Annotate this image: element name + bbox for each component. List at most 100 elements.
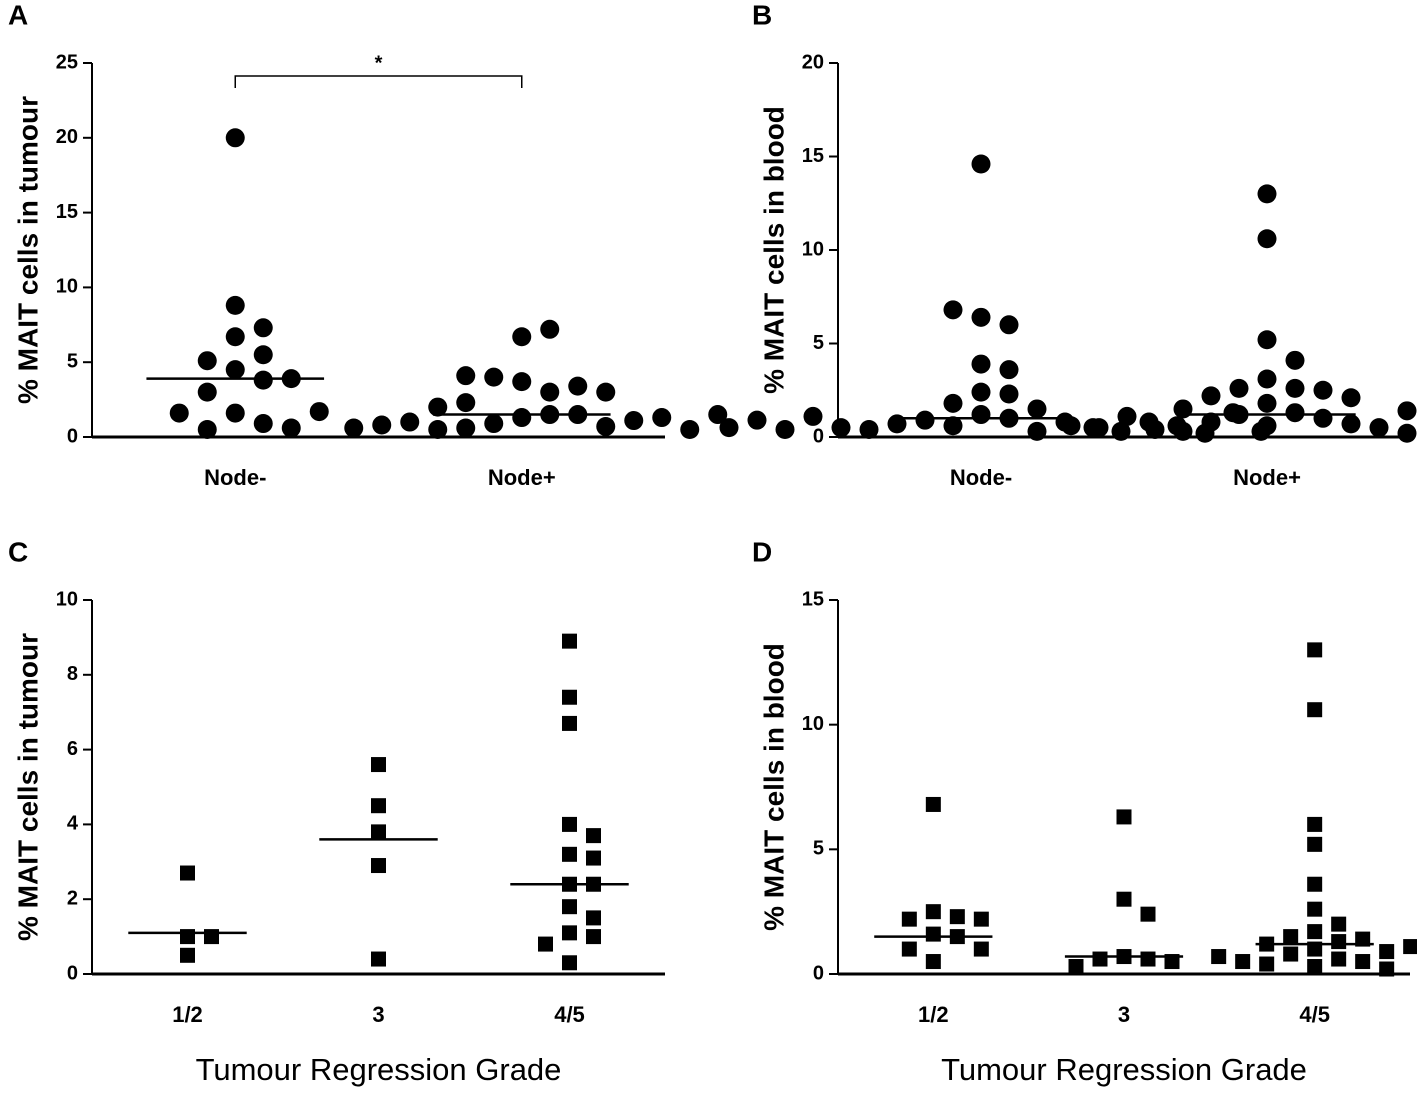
point <box>225 295 245 315</box>
point <box>1307 959 1323 975</box>
point <box>1285 403 1305 423</box>
point <box>925 904 941 920</box>
point <box>971 405 991 425</box>
point <box>1331 934 1347 950</box>
point <box>803 406 823 426</box>
point <box>1229 378 1249 398</box>
point <box>831 418 851 438</box>
point <box>512 372 532 392</box>
point <box>512 408 532 428</box>
y-tick-label: 10 <box>802 238 824 260</box>
point <box>562 955 577 971</box>
point <box>949 909 965 925</box>
point <box>372 415 392 435</box>
point <box>1341 388 1361 408</box>
x-axis-label: Tumour Regression Grade <box>196 1052 562 1087</box>
significance-bracket <box>234 75 523 88</box>
x-tick-label: Node+ <box>1233 465 1301 490</box>
point <box>901 911 917 927</box>
point <box>428 420 448 440</box>
point <box>512 327 532 347</box>
point <box>1257 369 1277 389</box>
point <box>1369 418 1389 438</box>
point <box>971 154 991 174</box>
point <box>428 397 448 417</box>
point <box>1092 951 1108 967</box>
point <box>562 899 577 915</box>
point <box>562 715 577 731</box>
point <box>225 128 245 148</box>
y-tick-label: 15 <box>802 145 824 167</box>
point <box>901 941 917 957</box>
point <box>484 367 504 387</box>
y-tick-label: 10 <box>56 588 78 610</box>
point <box>1068 959 1084 975</box>
y-tick-label: 20 <box>56 126 78 148</box>
point <box>1285 350 1305 370</box>
point <box>1307 642 1323 658</box>
point <box>1313 380 1333 400</box>
y-tick-label: 0 <box>813 962 824 984</box>
point <box>680 420 700 440</box>
point <box>1307 816 1323 832</box>
point <box>225 327 245 347</box>
panel-label: C <box>8 536 28 567</box>
x-tick-label: Node+ <box>488 465 556 490</box>
x-tick-label: 3 <box>372 1002 384 1027</box>
point <box>400 412 420 432</box>
panel-label: A <box>8 0 28 30</box>
point <box>747 410 767 430</box>
point <box>1173 421 1193 441</box>
point <box>562 925 577 941</box>
point <box>971 307 991 327</box>
y-tick-label: 10 <box>802 713 824 735</box>
point <box>1285 378 1305 398</box>
point <box>1235 954 1251 970</box>
point <box>1117 406 1137 426</box>
point <box>586 929 601 945</box>
point <box>281 418 301 438</box>
point <box>925 926 941 942</box>
point <box>180 865 195 881</box>
point <box>859 420 879 440</box>
point <box>596 417 616 437</box>
point <box>1379 944 1395 960</box>
y-axis-label: % MAIT cells in tumour <box>12 96 43 404</box>
x-tick-label: 1/2 <box>172 1002 203 1027</box>
x-tick-label: Node- <box>950 465 1012 490</box>
point <box>1307 876 1323 892</box>
point <box>1331 951 1347 967</box>
point <box>1027 421 1047 441</box>
x-axis-label: Tumour Regression Grade <box>941 1052 1307 1087</box>
y-tick-label: 5 <box>67 350 78 372</box>
point <box>344 418 364 438</box>
point <box>253 370 273 390</box>
point <box>1201 412 1221 432</box>
x-tick-label: 4/5 <box>554 1002 585 1027</box>
point <box>1403 939 1417 955</box>
point <box>652 408 672 428</box>
point <box>1257 416 1277 436</box>
point <box>1355 954 1371 970</box>
point <box>253 345 273 365</box>
point <box>915 410 935 430</box>
point <box>562 846 577 862</box>
point <box>180 929 195 945</box>
point <box>1257 184 1277 204</box>
point <box>1257 393 1277 413</box>
point <box>540 319 560 339</box>
x-tick-label: 3 <box>1118 1002 1130 1027</box>
y-tick-label: 6 <box>67 738 78 760</box>
point <box>456 418 476 438</box>
point <box>586 850 601 866</box>
y-tick-label: 0 <box>67 962 78 984</box>
y-tick-label: 0 <box>813 425 824 447</box>
y-axis-label: % MAIT cells in blood <box>758 643 789 931</box>
point <box>973 941 989 957</box>
point <box>1140 906 1156 922</box>
point <box>775 420 795 440</box>
point <box>1379 961 1395 977</box>
point <box>204 929 219 945</box>
point <box>719 418 739 438</box>
point <box>1283 929 1299 945</box>
